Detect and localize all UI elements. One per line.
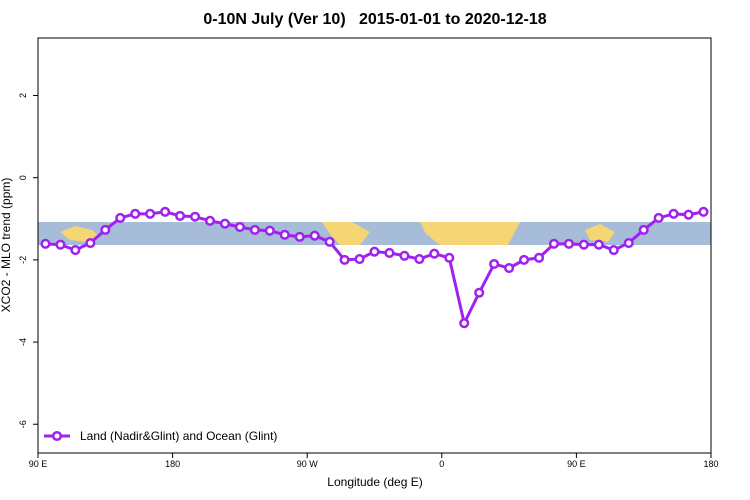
- point: [279, 229, 290, 240]
- chart-title: 0-10N July (Ver 10) 2015-01-01 to 2020-1…: [203, 11, 546, 28]
- point: [145, 208, 156, 219]
- point: [683, 209, 694, 220]
- x-tick-label: 90 E: [29, 459, 48, 469]
- point: [175, 210, 186, 221]
- point: [563, 238, 574, 249]
- map-strip: [38, 222, 711, 245]
- y-tick-label: -4: [18, 338, 28, 346]
- point: [474, 287, 485, 298]
- point: [399, 250, 410, 261]
- point: [698, 206, 709, 217]
- point: [608, 244, 619, 256]
- point: [189, 211, 201, 222]
- point: [294, 231, 305, 242]
- point: [55, 239, 66, 250]
- x-axis-title: Longitude (deg E): [327, 475, 422, 489]
- x-tick-label: 90 W: [297, 459, 319, 469]
- y-tick-label: 2: [18, 93, 28, 98]
- point: [653, 212, 664, 224]
- y-tick-label: 0: [18, 175, 28, 180]
- point: [234, 221, 245, 233]
- point: [623, 237, 634, 249]
- point: [70, 244, 81, 256]
- point: [459, 318, 470, 329]
- legend-marker: [51, 430, 63, 442]
- y-tick-label: -2: [18, 256, 28, 264]
- point: [100, 224, 111, 235]
- y-tick-label: -6: [18, 420, 28, 428]
- point: [578, 239, 589, 250]
- point: [219, 218, 230, 229]
- point: [354, 254, 365, 265]
- x-tick-label: 180: [703, 459, 718, 469]
- point: [668, 208, 679, 219]
- point: [519, 254, 530, 265]
- point: [504, 263, 515, 274]
- x-tick-label: 180: [165, 459, 180, 469]
- point: [309, 230, 320, 241]
- point: [414, 254, 425, 265]
- legend-label: Land (Nadir&Glint) and Ocean (Glint): [80, 429, 277, 443]
- point: [593, 239, 604, 250]
- point: [638, 224, 649, 235]
- point: [548, 238, 560, 249]
- point: [369, 246, 380, 257]
- point: [444, 252, 455, 263]
- x-tick-label: 90 E: [567, 459, 586, 469]
- point: [264, 225, 275, 236]
- x-tick-label: 0: [439, 459, 444, 469]
- point: [489, 258, 500, 270]
- point: [384, 247, 395, 258]
- point: [533, 252, 545, 263]
- plot-box: [37, 37, 712, 454]
- point: [204, 215, 216, 226]
- point: [160, 206, 171, 217]
- point: [130, 208, 141, 219]
- point: [249, 224, 260, 235]
- point: [115, 212, 126, 224]
- point: [85, 237, 96, 249]
- point: [429, 248, 440, 259]
- point: [40, 238, 51, 249]
- y-axis-title: XCO2 - MLO trend (ppm): [0, 178, 13, 313]
- point: [339, 254, 350, 265]
- point: [324, 236, 335, 247]
